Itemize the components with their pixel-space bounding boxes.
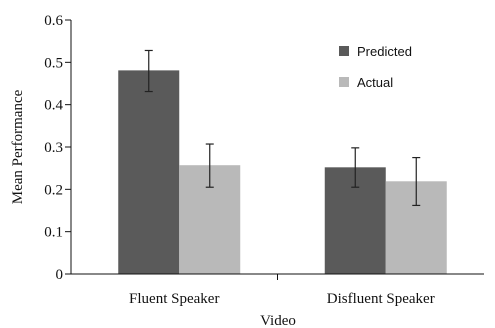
error-bars-layer bbox=[144, 49, 421, 207]
x-category-label: Disfluent Speaker bbox=[327, 291, 435, 307]
legend: Predicted Actual bbox=[339, 44, 412, 90]
bars-layer bbox=[118, 70, 447, 274]
x-category-label: Fluent Speaker bbox=[129, 291, 219, 307]
legend-label: Predicted bbox=[357, 44, 412, 59]
y-tick-label: 0.1 bbox=[44, 225, 63, 241]
legend-label: Actual bbox=[357, 75, 393, 90]
legend-swatch bbox=[339, 77, 349, 87]
y-tick-label: 0.6 bbox=[44, 13, 63, 29]
bar bbox=[118, 70, 180, 274]
y-tick-label: 0.2 bbox=[44, 182, 63, 198]
y-tick-label: 0.5 bbox=[44, 55, 63, 71]
y-tick-label: 0.3 bbox=[44, 140, 63, 156]
y-ticks-layer: 0 0.1 0.2 0.3 0.4 0.5 0.6 bbox=[44, 13, 71, 283]
y-axis-title: Mean Performance bbox=[10, 89, 26, 204]
x-axis-title: Video bbox=[260, 313, 296, 328]
y-tick-label: 0 bbox=[56, 267, 64, 283]
x-categories-layer: Fluent Speaker Disfluent Speaker bbox=[129, 274, 435, 307]
legend-swatch bbox=[339, 46, 349, 56]
y-tick-label: 0.4 bbox=[44, 98, 63, 114]
